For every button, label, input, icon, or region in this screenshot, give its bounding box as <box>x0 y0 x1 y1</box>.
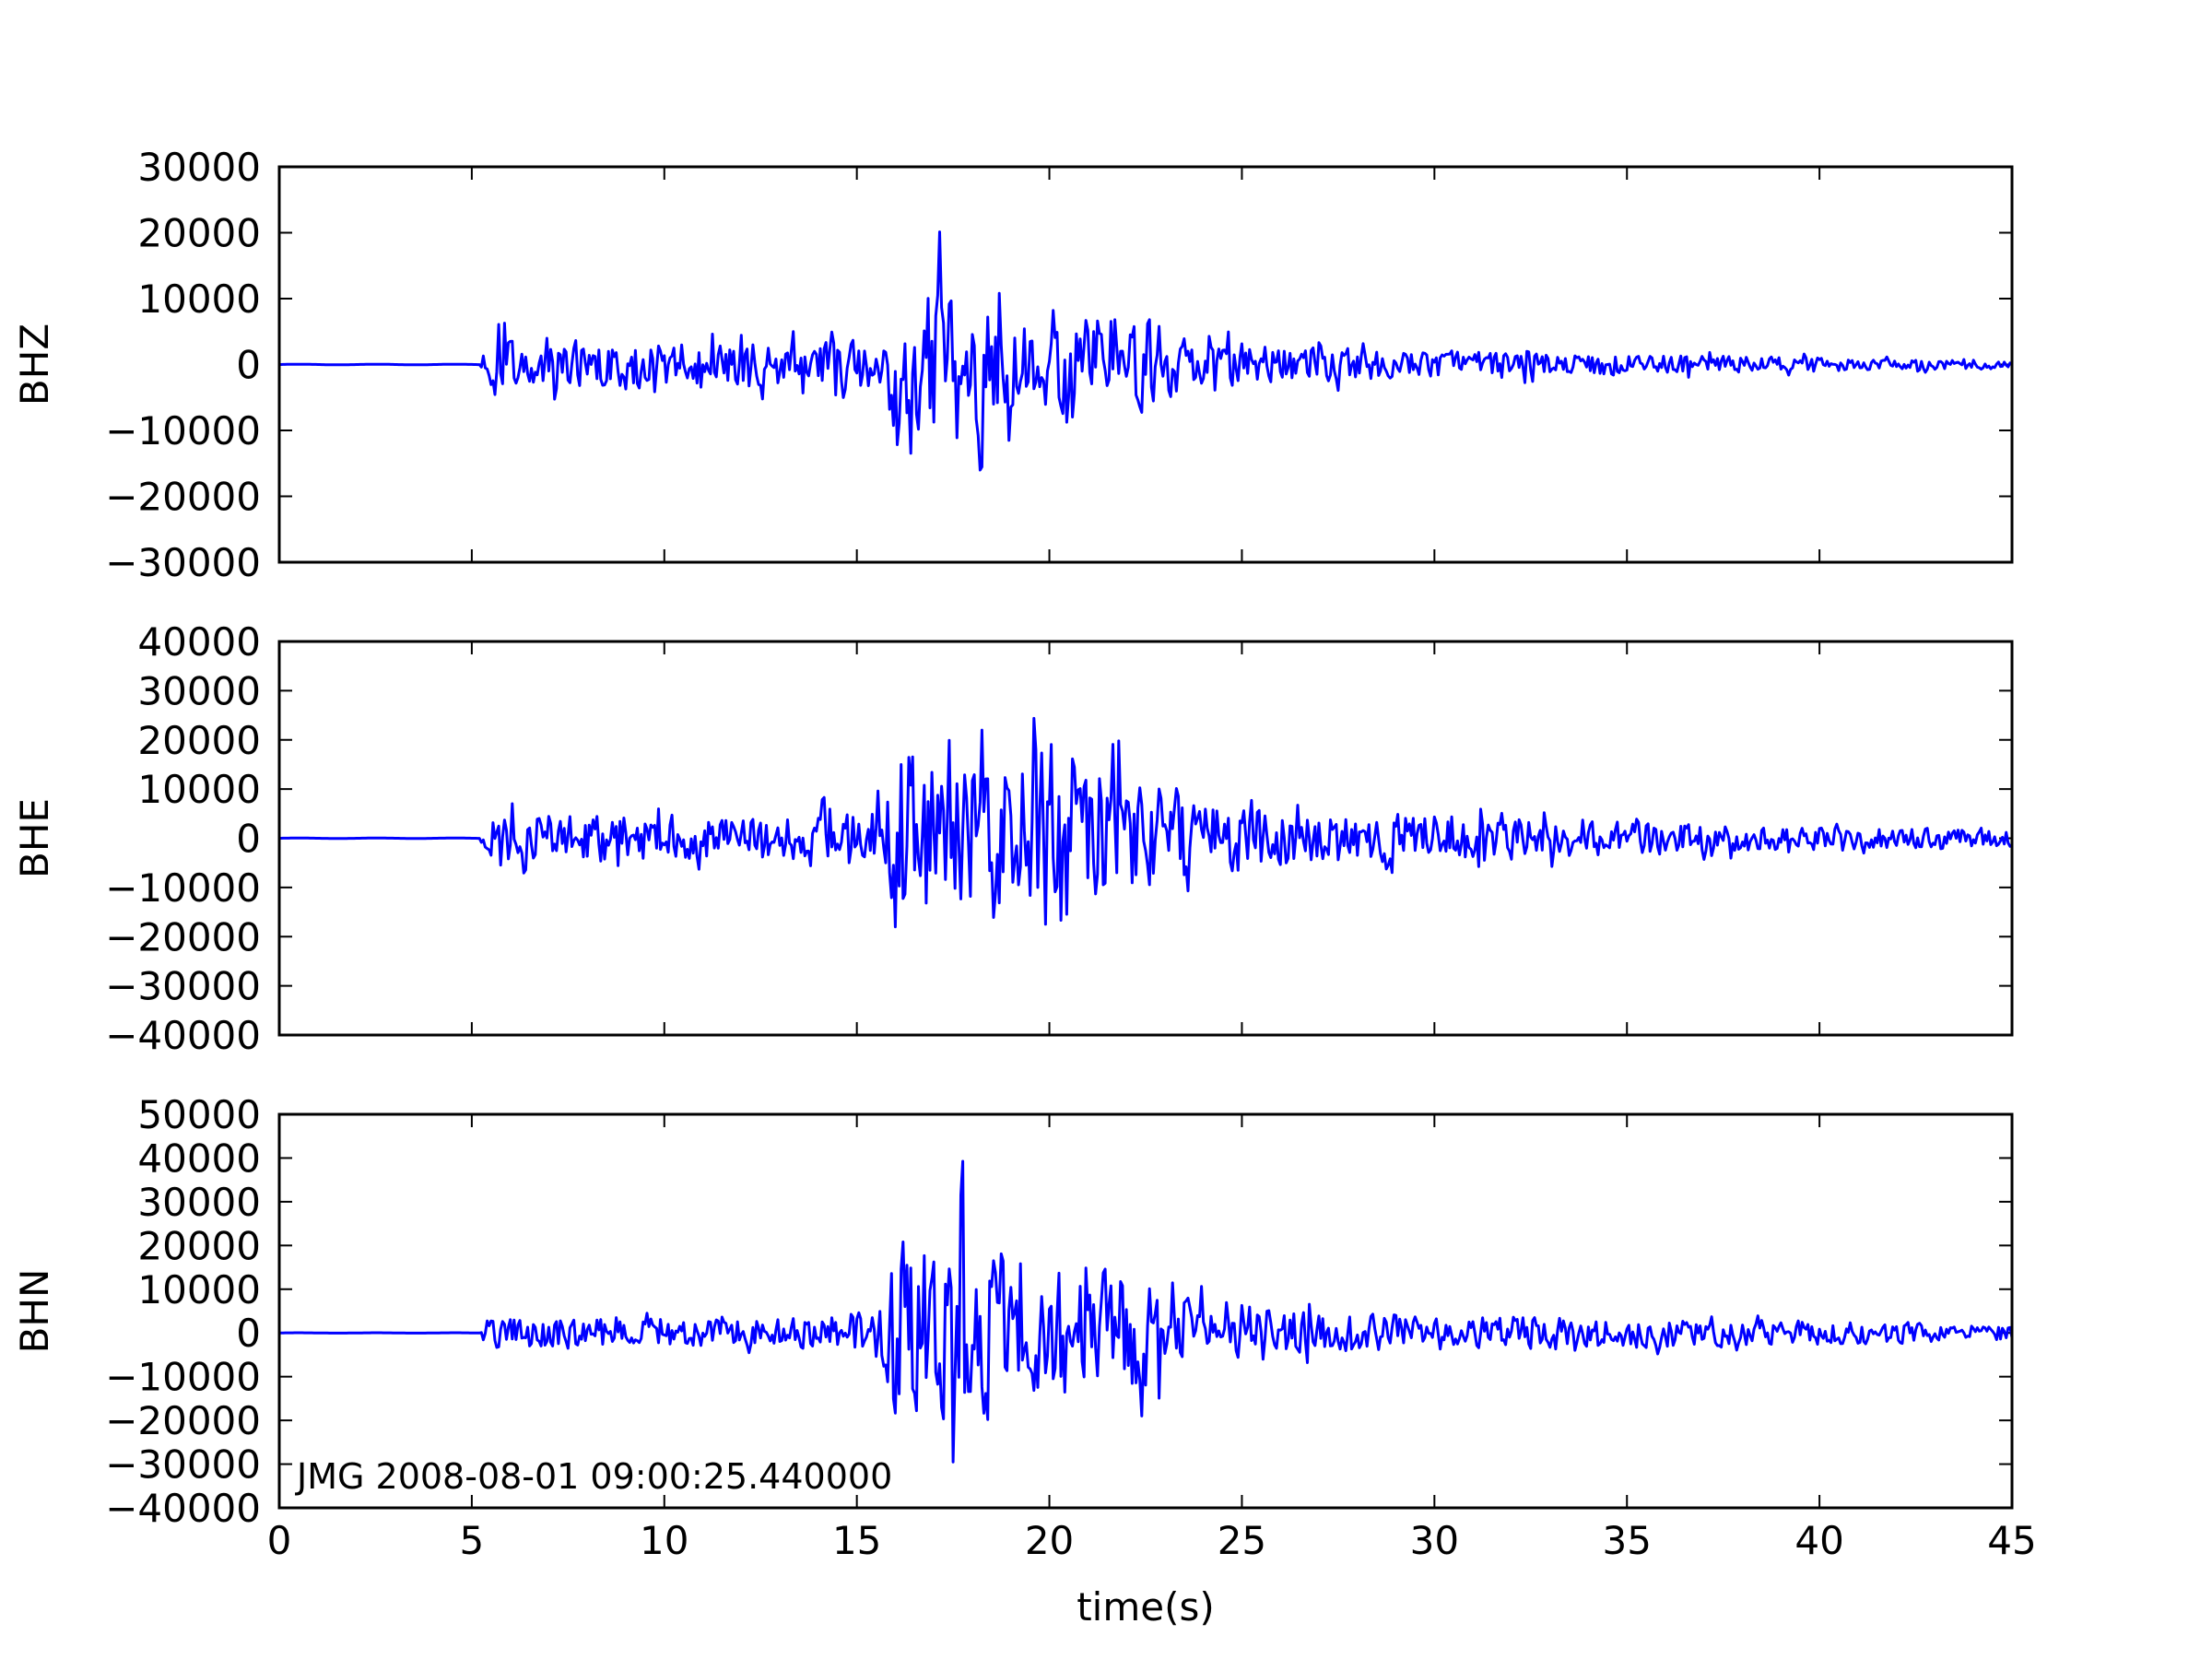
plot-frame-bhe <box>277 640 2014 1037</box>
y-tick-label-bhe: −30000 <box>105 964 261 1009</box>
y-tick-label-bhz: 20000 <box>137 211 261 256</box>
y-tick-label-bhe: −10000 <box>105 865 261 911</box>
seismic-trace-bhe <box>279 716 2013 929</box>
axes-bhn <box>278 1113 2013 1509</box>
y-tick-label-bhz: −20000 <box>105 475 261 520</box>
y-tick-label-bhz: −30000 <box>105 540 261 585</box>
y-tick-label-bhe: 10000 <box>137 767 261 812</box>
seismic-trace-bhz <box>279 230 2013 472</box>
seismic-trace-bhn <box>279 1159 2014 1464</box>
plot-frame-bhz <box>277 165 2014 564</box>
x-tick-label: 0 <box>267 1518 292 1563</box>
panel-bhz: BHZ <box>12 165 2014 564</box>
y-tick-label-bhn: −40000 <box>105 1486 261 1531</box>
y-tick-label-bhn: 30000 <box>137 1180 261 1225</box>
y-tick-label-bhe: 30000 <box>137 668 261 713</box>
panel-bhe: BHE <box>12 640 2014 1037</box>
y-tick-label-bhz: 0 <box>236 343 261 388</box>
ylabel-bhz: BHZ <box>12 324 57 406</box>
x-tick-label: 10 <box>640 1518 688 1563</box>
y-tick-label-bhn: −20000 <box>105 1398 261 1443</box>
x-axis-label: time(s) <box>1077 1584 1215 1630</box>
plot-frame-bhn <box>277 1112 2014 1510</box>
y-tick-label-bhe: −20000 <box>105 914 261 959</box>
x-tick-label: 5 <box>460 1518 485 1563</box>
y-tick-label-bhz: 10000 <box>137 276 261 322</box>
ylabel-bhe: BHE <box>12 798 57 878</box>
y-tick-label-bhn: 40000 <box>137 1135 261 1181</box>
y-tick-label-bhn: 10000 <box>137 1267 261 1312</box>
y-tick-label-bhn: −10000 <box>105 1355 261 1400</box>
y-tick-label-bhz: 30000 <box>137 145 261 190</box>
y-tick-label-bhn: 50000 <box>137 1092 261 1137</box>
ylabel-bhn: BHN <box>12 1269 57 1354</box>
panel-bhn: BHN JMG 2008-08-01 09:00:25.440000 <box>12 1112 2014 1510</box>
y-tick-label-bhn: 20000 <box>137 1223 261 1268</box>
y-tick-label-bhn: 0 <box>236 1311 261 1356</box>
y-tick-label-bhn: −30000 <box>105 1442 261 1488</box>
x-tick-label: 40 <box>1794 1518 1843 1563</box>
x-tick-label: 25 <box>1218 1518 1266 1563</box>
x-tick-label: 30 <box>1410 1518 1459 1563</box>
y-tick-label-bhe: 20000 <box>137 718 261 763</box>
y-tick-label-bhe: −40000 <box>105 1013 261 1058</box>
x-tick-label: 15 <box>832 1518 881 1563</box>
x-tick-label: 20 <box>1025 1518 1074 1563</box>
y-tick-label-bhz: −10000 <box>105 408 261 453</box>
y-tick-label-bhe: 40000 <box>137 619 261 665</box>
station-annotation: JMG 2008-08-01 09:00:25.440000 <box>295 1456 892 1497</box>
x-tick-label: 45 <box>1987 1518 2036 1563</box>
x-tick-label: 35 <box>1602 1518 1651 1563</box>
y-tick-label-bhe: 0 <box>236 817 261 862</box>
